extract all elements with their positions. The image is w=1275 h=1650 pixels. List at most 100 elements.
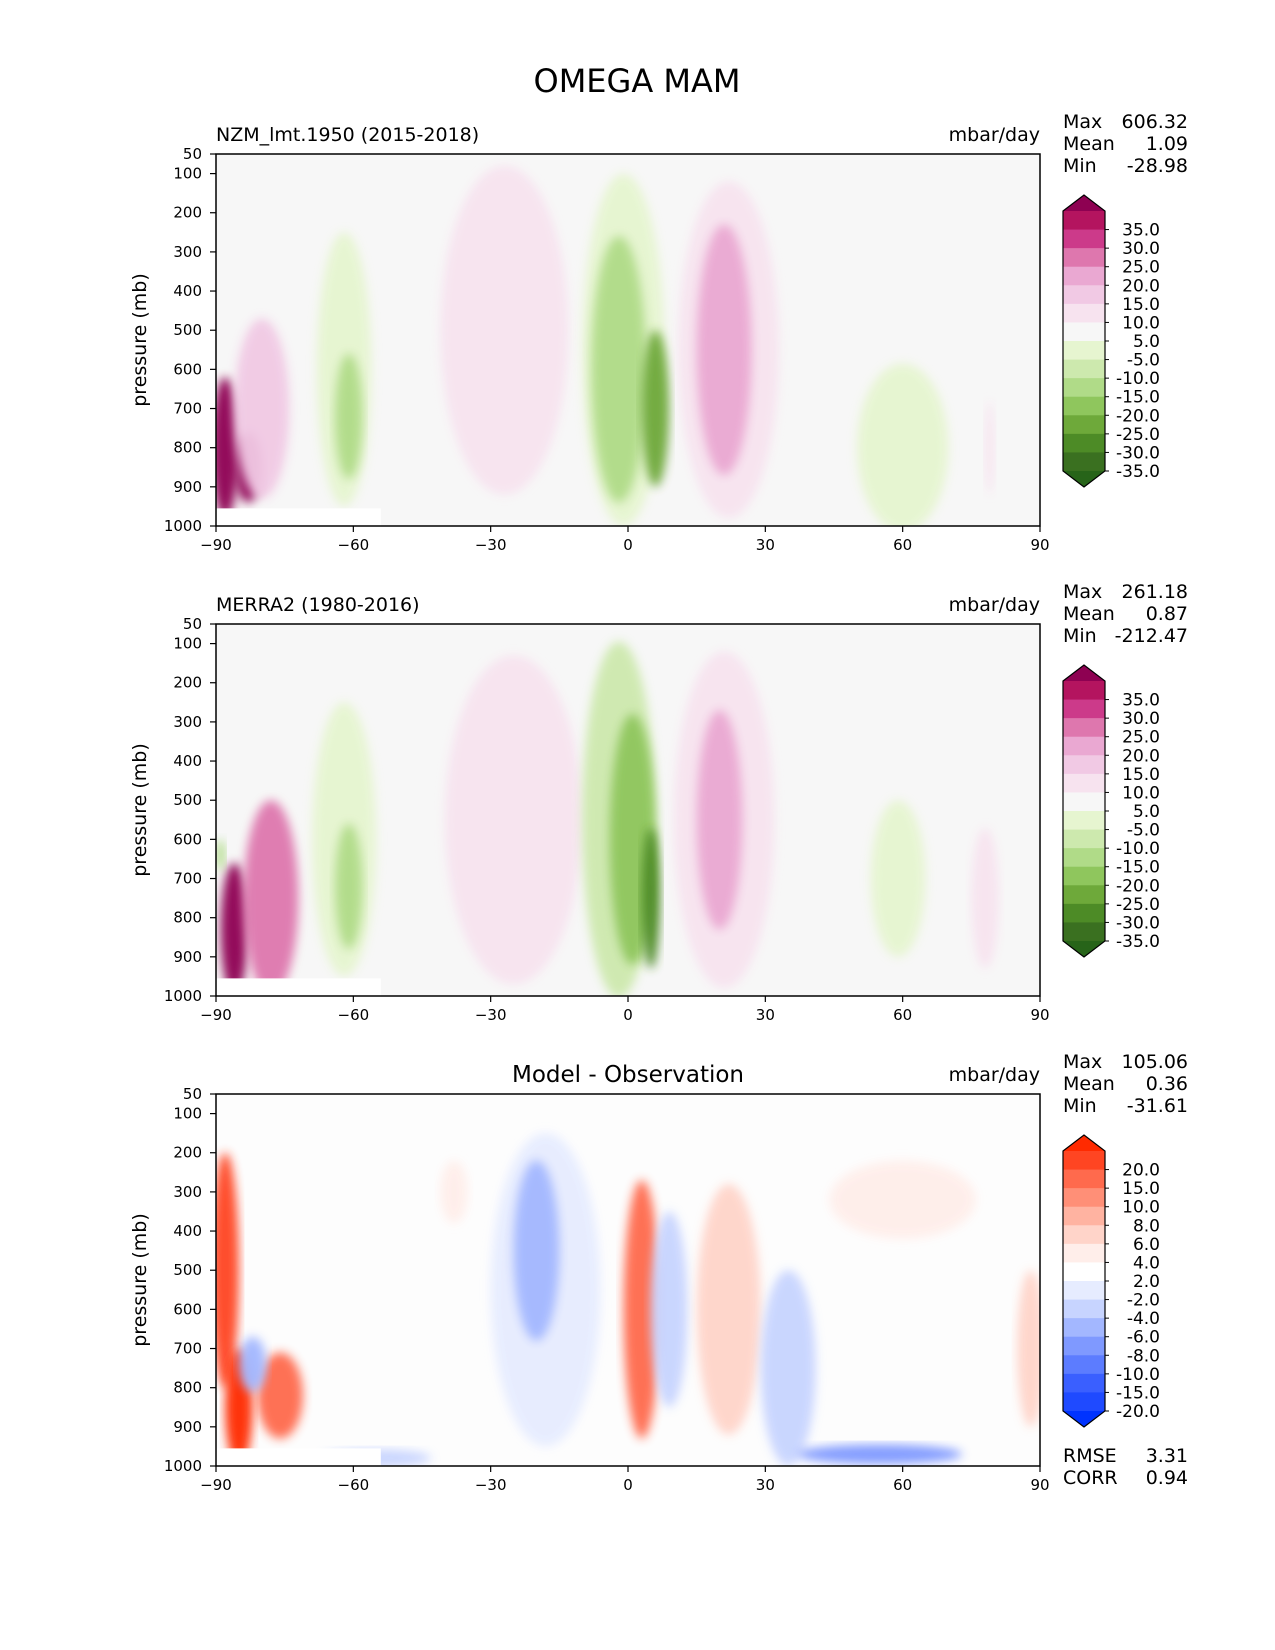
field-feature: [985, 400, 995, 495]
colorbar-segment: [1063, 415, 1105, 435]
stat-value: 261.18: [1122, 581, 1188, 603]
colorbar-segment: [1063, 1151, 1105, 1171]
colorbar-segment: [1063, 866, 1105, 886]
colorbar-label: 30.0: [1122, 709, 1160, 729]
field-feature: [591, 236, 647, 503]
colorbar-segment: [1063, 1206, 1105, 1226]
metric-value: 0.94: [1146, 1467, 1188, 1489]
y-tick-label: 500: [173, 791, 202, 809]
colorbar-segment: [1063, 322, 1105, 342]
x-tick-label: 0: [623, 1006, 633, 1024]
colorbar-segment: [1063, 1262, 1105, 1282]
field-feature: [257, 1352, 303, 1439]
stat-label: Max: [1063, 1051, 1102, 1073]
colorbar-label: -20.0: [1116, 876, 1160, 896]
colorbar: 35.030.025.020.015.010.05.0-5.0-10.0-15.…: [1062, 194, 1160, 488]
y-axis-label: pressure (mb): [129, 273, 151, 407]
colorbar-segment: [1063, 829, 1105, 849]
colorbar-segment: [1063, 1243, 1105, 1263]
colorbar: 35.030.025.020.015.010.05.0-5.0-10.0-15.…: [1062, 664, 1160, 958]
colorbar-segment: [1063, 1169, 1105, 1189]
field-layer: [216, 641, 999, 996]
colorbar-segment: [1063, 736, 1105, 756]
field-feature: [797, 1444, 963, 1465]
field-feature: [513, 1160, 560, 1341]
colorbar-label: 30.0: [1122, 239, 1160, 259]
colorbar-segment: [1063, 433, 1105, 453]
y-tick-label: 50: [183, 145, 202, 163]
field-feature: [216, 377, 239, 519]
x-tick-label: 0: [623, 536, 633, 554]
x-tick-label: −60: [338, 536, 370, 554]
field-feature: [243, 800, 299, 996]
y-tick-label: 50: [183, 1085, 202, 1103]
colorbar-segment: [1063, 341, 1105, 361]
colorbar-segment: [1063, 1392, 1105, 1412]
stat-label: Max: [1063, 581, 1102, 603]
field-feature: [216, 1152, 239, 1388]
field-feature: [696, 1184, 761, 1435]
field-feature: [623, 1180, 661, 1439]
terrain-mask: [216, 978, 381, 996]
x-tick-label: 90: [1030, 1476, 1049, 1494]
x-tick-label: −30: [475, 536, 507, 554]
colorbar-extend-top: [1063, 665, 1105, 681]
colorbar-extend-bottom: [1063, 471, 1105, 487]
field-feature: [641, 330, 670, 487]
stat-value: 105.06: [1122, 1051, 1188, 1073]
stat-value: -28.98: [1127, 155, 1188, 177]
colorbar-label: 2.0: [1133, 1272, 1160, 1292]
colorbar-label: 20.0: [1122, 1161, 1160, 1181]
colorbar-segment: [1063, 792, 1105, 812]
colorbar-label: 10.0: [1122, 313, 1160, 333]
y-tick-label: 600: [173, 360, 202, 378]
colorbar-segment: [1063, 378, 1105, 398]
colorbar-segment: [1063, 1318, 1105, 1338]
field-layer: [216, 1133, 1040, 1466]
field-feature: [440, 1160, 468, 1224]
x-tick-label: 0: [623, 1476, 633, 1494]
stat-value: 606.32: [1122, 111, 1188, 133]
panel-title: MERRA2 (1980-2016): [216, 594, 420, 616]
colorbar-segment: [1063, 266, 1105, 286]
colorbar-label: -20.0: [1116, 1402, 1160, 1422]
field-feature: [444, 655, 583, 985]
colorbar-segment: [1063, 396, 1105, 416]
colorbar-label: 20.0: [1122, 276, 1160, 296]
field-feature: [856, 363, 949, 526]
y-tick-label: 1000: [164, 987, 202, 1005]
figure-title: OMEGA MAM: [534, 62, 741, 100]
x-tick-label: 60: [893, 536, 912, 554]
y-tick-label: 400: [173, 282, 202, 300]
stat-label: Mean: [1063, 133, 1115, 155]
field-feature: [440, 165, 569, 495]
y-tick-label: 100: [173, 165, 202, 183]
field-feature: [1017, 1270, 1040, 1427]
y-tick-label: 300: [173, 1183, 202, 1201]
field-feature: [238, 1336, 267, 1392]
y-tick-label: 200: [173, 204, 202, 222]
y-tick-label: 500: [173, 321, 202, 339]
units-label: mbar/day: [949, 594, 1040, 616]
colorbar-label: 8.0: [1133, 1216, 1160, 1236]
colorbar-segment: [1063, 1225, 1105, 1245]
colorbar-label: 5.0: [1133, 332, 1160, 352]
colorbar-segment: [1063, 1336, 1105, 1356]
colorbar-segment: [1063, 285, 1105, 305]
stat-value: -31.61: [1127, 1095, 1188, 1117]
stat-label: Min: [1063, 1095, 1097, 1117]
x-tick-label: −30: [475, 1006, 507, 1024]
colorbar-label: -30.0: [1116, 443, 1160, 463]
colorbar-extend-top: [1063, 195, 1105, 211]
colorbar-segment: [1063, 755, 1105, 775]
x-tick-label: 60: [893, 1006, 912, 1024]
y-tick-label: 100: [173, 635, 202, 653]
y-tick-label: 600: [173, 830, 202, 848]
stat-value: -212.47: [1115, 625, 1188, 647]
colorbar-label: 25.0: [1122, 728, 1160, 748]
field-feature: [220, 862, 249, 996]
x-tick-label: −90: [200, 536, 232, 554]
stat-label: Min: [1063, 155, 1097, 177]
